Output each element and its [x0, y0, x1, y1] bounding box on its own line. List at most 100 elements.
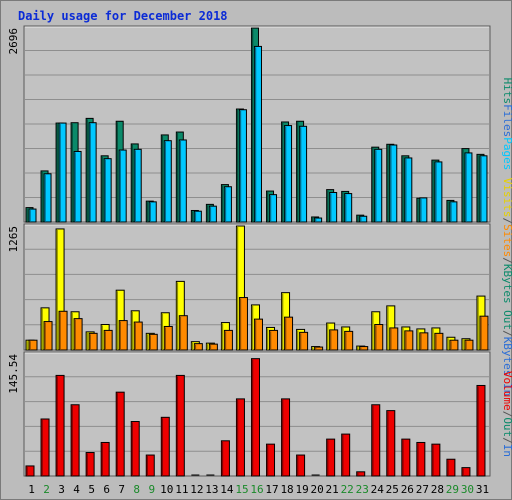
bar-files-7 — [118, 149, 127, 223]
bar-files-10 — [163, 140, 172, 223]
bar-volume-17 — [266, 443, 276, 477]
bar-sites-21 — [329, 329, 339, 351]
x-tick-label: 9 — [148, 483, 155, 496]
x-tick-label: 1 — [28, 483, 35, 496]
side-legend-item: / — [501, 437, 512, 444]
bar-volume-25 — [386, 410, 396, 477]
bar-sites-5 — [88, 332, 98, 351]
x-tick-label: 21 — [326, 483, 339, 496]
x-tick-label: 27 — [416, 483, 429, 496]
bar-volume-26 — [401, 438, 411, 477]
bar-files-26 — [404, 157, 413, 223]
side-legend-item: Hits — [501, 78, 512, 105]
x-tick-label: 24 — [371, 483, 385, 496]
x-tick-label: 26 — [401, 483, 414, 496]
x-tick-label: 23 — [356, 483, 369, 496]
bar-sites-8 — [133, 321, 143, 351]
x-tick-label: 30 — [461, 483, 474, 496]
ymax-label-volume: 145.54 — [7, 354, 20, 394]
x-tick-label: 7 — [118, 483, 125, 496]
bar-volume-9 — [145, 454, 155, 477]
bar-sites-25 — [389, 327, 399, 351]
bar-sites-23 — [359, 346, 369, 351]
bar-files-15 — [238, 109, 247, 223]
bar-sites-16 — [253, 318, 263, 351]
bar-volume-19 — [296, 454, 306, 477]
bar-sites-28 — [434, 332, 444, 351]
bar-sites-13 — [208, 343, 218, 351]
x-tick-label: 3 — [58, 483, 65, 496]
side-legend-item: Volume — [501, 371, 512, 411]
side-legend-item: Sites — [501, 224, 512, 257]
bar-volume-23 — [356, 471, 366, 477]
bar-sites-4 — [73, 318, 83, 351]
bar-volume-29 — [446, 458, 456, 477]
bar-sites-26 — [404, 330, 414, 351]
side-legend-item: Pages — [501, 137, 512, 170]
bar-files-22 — [344, 193, 353, 223]
bar-sites-17 — [269, 329, 279, 351]
bar-volume-11 — [175, 374, 185, 477]
bar-files-30 — [464, 152, 473, 223]
bar-sites-15 — [238, 297, 248, 351]
bar-files-27 — [419, 197, 428, 223]
x-tick-label: 20 — [311, 483, 324, 496]
bar-volume-15 — [235, 398, 245, 477]
side-legend-item: In — [501, 444, 512, 457]
x-tick-label: 31 — [476, 483, 489, 496]
side-legend-item: KBytes In — [501, 337, 512, 397]
x-tick-label: 14 — [220, 483, 234, 496]
bar-volume-31 — [476, 384, 486, 477]
side-legend-item: / — [501, 257, 512, 264]
bar-volume-28 — [431, 443, 441, 477]
x-tick-label: 25 — [386, 483, 399, 496]
x-tick-label: 10 — [160, 483, 173, 496]
bar-volume-18 — [281, 398, 291, 477]
bar-volume-10 — [160, 416, 170, 477]
bar-sites-24 — [374, 324, 384, 351]
bar-files-5 — [88, 122, 97, 223]
x-tick-label: 15 — [235, 483, 248, 496]
x-tick-label: 4 — [73, 483, 80, 496]
side-legend-item: / — [501, 411, 512, 418]
bar-files-8 — [133, 148, 142, 223]
x-tick-label: 22 — [341, 483, 354, 496]
x-tick-label: 6 — [103, 483, 110, 496]
bar-sites-10 — [163, 325, 173, 351]
bar-files-16 — [253, 45, 262, 223]
bar-volume-8 — [130, 421, 140, 477]
bar-sites-19 — [299, 331, 309, 351]
x-tick-label: 18 — [280, 483, 293, 496]
bar-sites-14 — [223, 329, 233, 351]
x-tick-label: 29 — [446, 483, 459, 496]
bar-sites-6 — [103, 329, 113, 351]
bar-volume-27 — [416, 441, 426, 477]
bar-volume-4 — [70, 404, 80, 477]
bar-volume-1 — [25, 465, 35, 477]
side-legend-visits_sites_kbytes: Visits/Sites/KBytes Out/KBytes In — [501, 178, 512, 397]
bar-volume-16 — [250, 358, 260, 477]
bar-sites-3 — [58, 310, 68, 351]
bar-files-28 — [434, 161, 443, 223]
bar-sites-29 — [449, 339, 459, 351]
side-legend-item: Visits — [501, 178, 512, 218]
x-tick-label: 5 — [88, 483, 95, 496]
bar-sites-11 — [178, 315, 188, 351]
side-legend-item: / — [501, 330, 512, 337]
side-legend-item: / — [501, 217, 512, 224]
x-tick-label: 28 — [431, 483, 444, 496]
x-tick-label: 17 — [265, 483, 278, 496]
bar-files-3 — [58, 122, 67, 223]
bar-files-18 — [284, 125, 293, 223]
bar-sites-9 — [148, 333, 158, 351]
x-tick-label: 19 — [295, 483, 308, 496]
chart-title: Daily usage for December 2018 — [18, 9, 228, 23]
bar-files-14 — [223, 186, 232, 223]
side-legend-item: Out — [501, 417, 512, 437]
bar-files-29 — [449, 201, 458, 223]
x-tick-label: 11 — [175, 483, 188, 496]
x-tick-label: 12 — [190, 483, 203, 496]
bar-volume-24 — [371, 404, 381, 477]
bar-files-13 — [208, 205, 217, 223]
